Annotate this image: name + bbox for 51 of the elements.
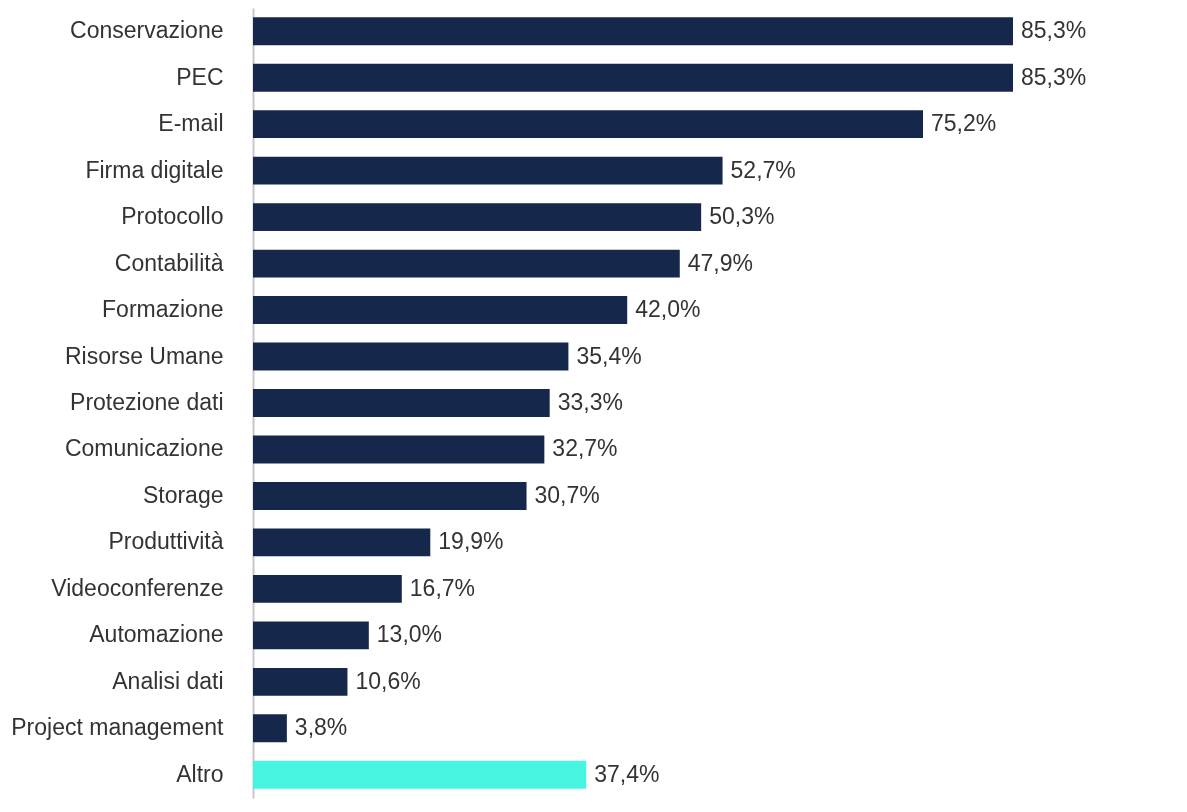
data-label: 50,3% — [709, 203, 775, 230]
data-label: 85,3% — [1021, 17, 1087, 44]
bar — [253, 110, 924, 139]
bar — [253, 574, 402, 603]
bar — [253, 63, 1013, 92]
y-tick-label: Storage — [142, 481, 224, 508]
data-label: 47,9% — [687, 249, 753, 276]
bar — [253, 17, 1013, 46]
bar — [253, 342, 569, 371]
y-tick-label: Protezione dati — [70, 389, 224, 415]
data-label: 37,4% — [594, 760, 660, 787]
data-label: 16,7% — [409, 574, 476, 601]
data-label: 42,0% — [635, 296, 701, 323]
y-tick-label: Videoconferenze — [51, 574, 224, 601]
y-tick-label: Formazione — [102, 296, 224, 323]
data-label: 19,9% — [438, 528, 504, 555]
data-label: 32,7% — [552, 435, 618, 462]
y-tick-label: Automazione — [89, 621, 224, 648]
data-label: 13,0% — [376, 621, 443, 648]
bar — [253, 760, 587, 789]
y-tick-label: Comunicazione — [64, 435, 224, 462]
bar — [253, 528, 431, 557]
bar — [253, 435, 545, 464]
y-tick-label: PEC — [176, 63, 224, 90]
y-tick-label: Analisi dati — [112, 667, 224, 694]
bar — [253, 249, 680, 278]
data-label: 10,6% — [355, 667, 421, 694]
data-label: 33,3% — [557, 389, 623, 415]
bar — [253, 156, 723, 185]
bar — [253, 389, 550, 417]
data-label: 75,2% — [931, 110, 997, 137]
y-tick-label: Produttività — [108, 528, 224, 555]
bar — [253, 714, 287, 743]
y-tick-label: Conservazione — [70, 17, 224, 44]
y-tick-label: Contabilità — [114, 249, 224, 276]
bar — [253, 296, 628, 324]
y-tick-label: E-mail — [158, 110, 224, 137]
data-label: 3,8% — [294, 714, 348, 741]
y-tick-label: Firma digitale — [85, 156, 224, 183]
data-label: 85,3% — [1021, 63, 1087, 90]
bar — [253, 667, 348, 696]
y-tick-label: Altro — [176, 760, 224, 787]
y-tick-label: Protocollo — [121, 203, 224, 230]
y-tick-label: Risorse Umane — [65, 342, 224, 369]
bar — [253, 203, 702, 232]
data-label: 35,4% — [576, 342, 642, 369]
data-label: 52,7% — [730, 156, 796, 183]
data-label: 30,7% — [534, 481, 600, 508]
bar — [253, 482, 527, 510]
bar — [253, 621, 369, 650]
y-tick-label: Project management — [11, 714, 225, 741]
